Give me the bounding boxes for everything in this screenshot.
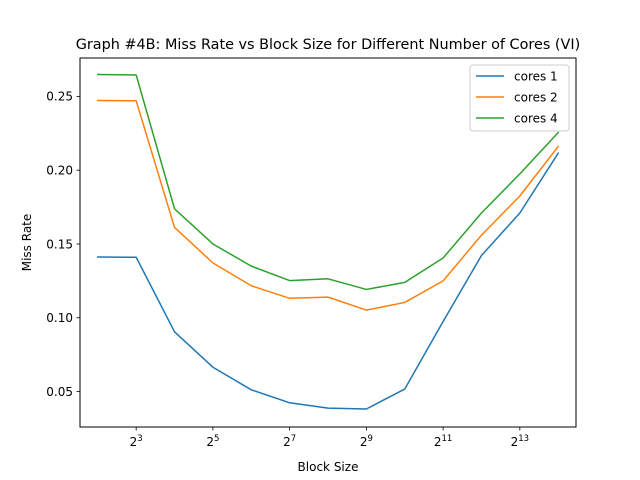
legend-label-3: cores 4 [514, 111, 558, 125]
series-line-3 [97, 73, 560, 291]
x-axis-ticks: 23 25 27 29 211 213 [130, 427, 529, 449]
legend: cores 1 cores 2 cores 4 [469, 64, 570, 132]
legend-label-2: cores 2 [514, 90, 558, 104]
plot-frame [79, 57, 577, 428]
series-line-1 [97, 152, 560, 410]
x-axis-label: Block Size [298, 460, 359, 474]
y-tick-label: 0.10 [46, 311, 73, 325]
y-axis-label: Miss Rate [20, 214, 34, 272]
y-tick-label: 0.20 [46, 163, 73, 177]
y-tick-label: 0.05 [46, 385, 73, 399]
y-tick-label: 0.15 [46, 237, 73, 251]
x-tick-label: 213 [511, 434, 529, 449]
chart-title: Graph #4B: Miss Rate vs Block Size for D… [76, 37, 581, 53]
plot-lines [97, 73, 560, 410]
x-tick-label: 27 [283, 434, 296, 449]
y-axis-ticks: 0.05 0.10 0.15 0.20 0.25 [46, 90, 80, 399]
series-line-2 [97, 99, 560, 311]
legend-box [469, 64, 570, 132]
x-tick-label: 23 [130, 434, 143, 449]
legend-label-1: cores 1 [514, 69, 558, 83]
x-tick-label: 29 [360, 434, 373, 449]
x-tick-label: 211 [434, 434, 452, 449]
y-tick-label: 0.25 [46, 90, 73, 104]
x-tick-label: 25 [206, 434, 219, 449]
